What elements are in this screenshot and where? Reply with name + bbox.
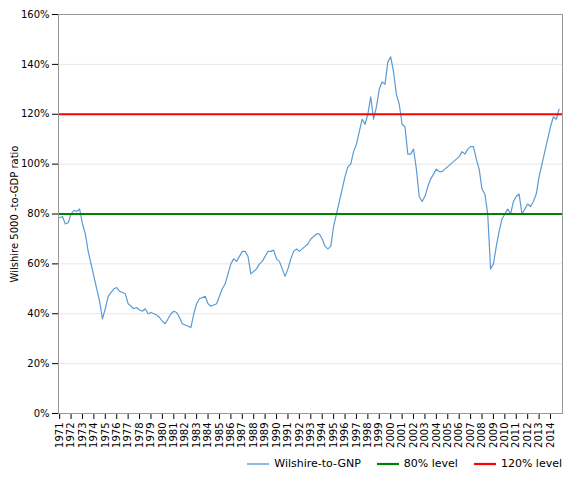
svg-text:120%: 120% bbox=[21, 108, 50, 119]
svg-text:160%: 160% bbox=[21, 9, 50, 20]
svg-text:40%: 40% bbox=[27, 308, 49, 319]
svg-text:1984: 1984 bbox=[202, 423, 213, 448]
html-text:120% level: 120% level bbox=[500, 457, 562, 470]
svg-text:100%: 100% bbox=[21, 158, 50, 169]
svg-text:1996: 1996 bbox=[339, 423, 350, 448]
html-text:80% level: 80% level bbox=[403, 457, 458, 470]
html-text:Wilshire-to-GNP: Wilshire-to-GNP bbox=[274, 457, 361, 470]
svg-text:1981: 1981 bbox=[168, 423, 179, 448]
svg-text:1997: 1997 bbox=[351, 423, 362, 448]
svg-text:1975: 1975 bbox=[100, 423, 111, 448]
svg-text:1999: 1999 bbox=[373, 423, 384, 448]
svg-text:1982: 1982 bbox=[179, 423, 190, 448]
svg-text:2006: 2006 bbox=[453, 423, 464, 448]
svg-text:1993: 1993 bbox=[305, 423, 316, 448]
svg-text:2013: 2013 bbox=[533, 423, 544, 448]
svg-text:1992: 1992 bbox=[294, 423, 305, 448]
svg-text:1979: 1979 bbox=[145, 423, 156, 448]
svg-text:1990: 1990 bbox=[271, 423, 282, 448]
svg-text:1977: 1977 bbox=[122, 423, 133, 448]
svg-text:1998: 1998 bbox=[362, 423, 373, 448]
svg-text:1973: 1973 bbox=[77, 423, 88, 448]
svg-text:1987: 1987 bbox=[236, 423, 247, 448]
svg-text:1972: 1972 bbox=[65, 423, 76, 448]
svg-text:1983: 1983 bbox=[191, 423, 202, 448]
svg-text:1985: 1985 bbox=[214, 423, 225, 448]
svg-text:1976: 1976 bbox=[111, 423, 122, 448]
svg-text:2009: 2009 bbox=[488, 423, 499, 448]
svg-text:2012: 2012 bbox=[522, 423, 533, 448]
svg-text:1989: 1989 bbox=[259, 423, 270, 448]
svg-text:2014: 2014 bbox=[545, 423, 556, 448]
svg-text:2010: 2010 bbox=[499, 423, 510, 448]
svg-text:2001: 2001 bbox=[396, 423, 407, 448]
svg-text:Wilshire 5000 -to-GDP ratio: Wilshire 5000 -to-GDP ratio bbox=[9, 146, 20, 283]
svg-text:2002: 2002 bbox=[408, 423, 419, 448]
svg-text:2011: 2011 bbox=[510, 423, 521, 448]
svg-text:1971: 1971 bbox=[54, 423, 65, 448]
svg-text:1978: 1978 bbox=[134, 423, 145, 448]
svg-text:2008: 2008 bbox=[476, 423, 487, 448]
svg-text:80%: 80% bbox=[27, 208, 49, 219]
svg-text:1986: 1986 bbox=[225, 423, 236, 448]
svg-text:0%: 0% bbox=[34, 408, 50, 419]
svg-text:1995: 1995 bbox=[328, 423, 339, 448]
svg-text:2005: 2005 bbox=[442, 423, 453, 448]
svg-text:2007: 2007 bbox=[465, 423, 476, 448]
svg-text:1980: 1980 bbox=[157, 423, 168, 448]
svg-text:2004: 2004 bbox=[431, 423, 442, 448]
svg-text:2000: 2000 bbox=[385, 423, 396, 448]
svg-text:140%: 140% bbox=[21, 59, 50, 70]
svg-text:1994: 1994 bbox=[316, 423, 327, 448]
svg-text:1974: 1974 bbox=[88, 423, 99, 448]
svg-text:60%: 60% bbox=[27, 258, 49, 269]
svg-text:1991: 1991 bbox=[282, 423, 293, 448]
svg-text:1988: 1988 bbox=[248, 423, 259, 448]
svg-text:2003: 2003 bbox=[419, 423, 430, 448]
svg-text:20%: 20% bbox=[27, 358, 49, 369]
